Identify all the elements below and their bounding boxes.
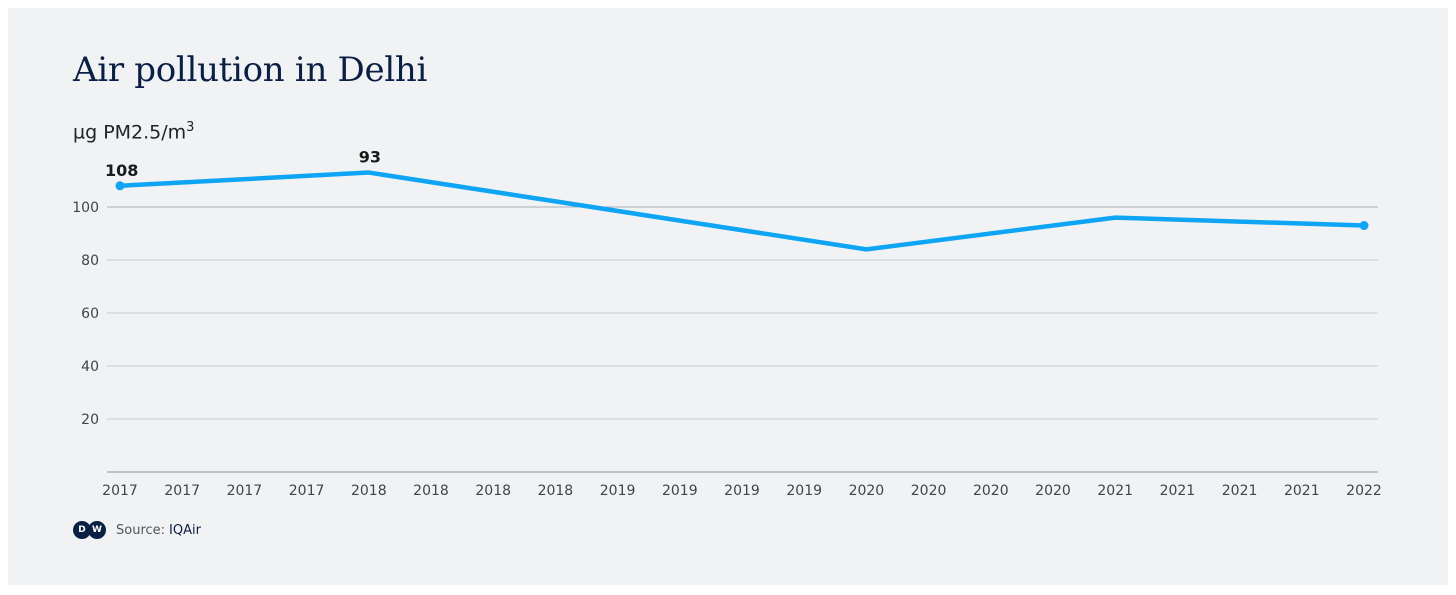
x-tick-label: 2021 bbox=[1284, 483, 1320, 499]
x-tick-label: 2018 bbox=[538, 483, 574, 499]
x-tick-label: 2020 bbox=[973, 483, 1009, 499]
x-tick-label: 2020 bbox=[911, 483, 947, 499]
x-tick-label: 2020 bbox=[1035, 483, 1071, 499]
x-tick-label: 2021 bbox=[1097, 483, 1133, 499]
data-label: 108 bbox=[105, 161, 138, 180]
dw-logo-letter-w: W bbox=[88, 521, 106, 539]
x-tick-label: 2022 bbox=[1346, 483, 1382, 499]
line-chart: 20 40 60 80 100 2017 2017 2017 2017 2018 2018 2018 2… bbox=[72, 148, 1382, 499]
source-label: Source: bbox=[116, 522, 166, 538]
dw-logo-letter-d: D bbox=[73, 521, 91, 539]
series-line bbox=[117, 170, 1367, 252]
x-tick-label: 2018 bbox=[475, 483, 511, 499]
y-tick-label: 20 bbox=[81, 412, 99, 428]
x-tick-label: 2018 bbox=[413, 483, 449, 499]
y-tick-label: 80 bbox=[81, 253, 99, 269]
x-tick-label: 2021 bbox=[1160, 483, 1196, 499]
x-tick-label: 2019 bbox=[662, 483, 698, 499]
x-tick-label: 2017 bbox=[102, 483, 138, 499]
unit-label-superscript: 3 bbox=[186, 120, 195, 135]
x-tick-label: 2017 bbox=[227, 483, 263, 499]
source-name: IQAir bbox=[169, 522, 201, 538]
x-tick-label: 2020 bbox=[849, 483, 885, 499]
y-tick-label: 40 bbox=[81, 359, 99, 375]
unit-label: µg PM2.5/m3 bbox=[73, 120, 194, 143]
x-tick-label: 2019 bbox=[600, 483, 636, 499]
x-tick-label: 2019 bbox=[724, 483, 760, 499]
data-label: 93 bbox=[359, 148, 381, 167]
y-tick-label: 100 bbox=[72, 200, 99, 216]
chart-card: Air pollution in Delhi µg PM2.5/m3 20 40 6… bbox=[8, 8, 1448, 585]
x-tick-label: 2019 bbox=[786, 483, 822, 499]
x-tick-label: 2017 bbox=[164, 483, 200, 499]
data-point-marker bbox=[115, 181, 125, 191]
x-tick-label: 2018 bbox=[351, 483, 387, 499]
footer: D W Source: IQAir bbox=[73, 520, 201, 540]
chart-title: Air pollution in Delhi bbox=[73, 50, 428, 90]
x-tick-label: 2017 bbox=[289, 483, 325, 499]
dw-logo-icon: D W bbox=[73, 520, 107, 540]
data-point-marker bbox=[1359, 221, 1369, 231]
unit-label-text: µg PM2.5/m bbox=[73, 121, 187, 144]
x-tick-label: 2021 bbox=[1222, 483, 1258, 499]
y-tick-label: 60 bbox=[81, 306, 99, 322]
